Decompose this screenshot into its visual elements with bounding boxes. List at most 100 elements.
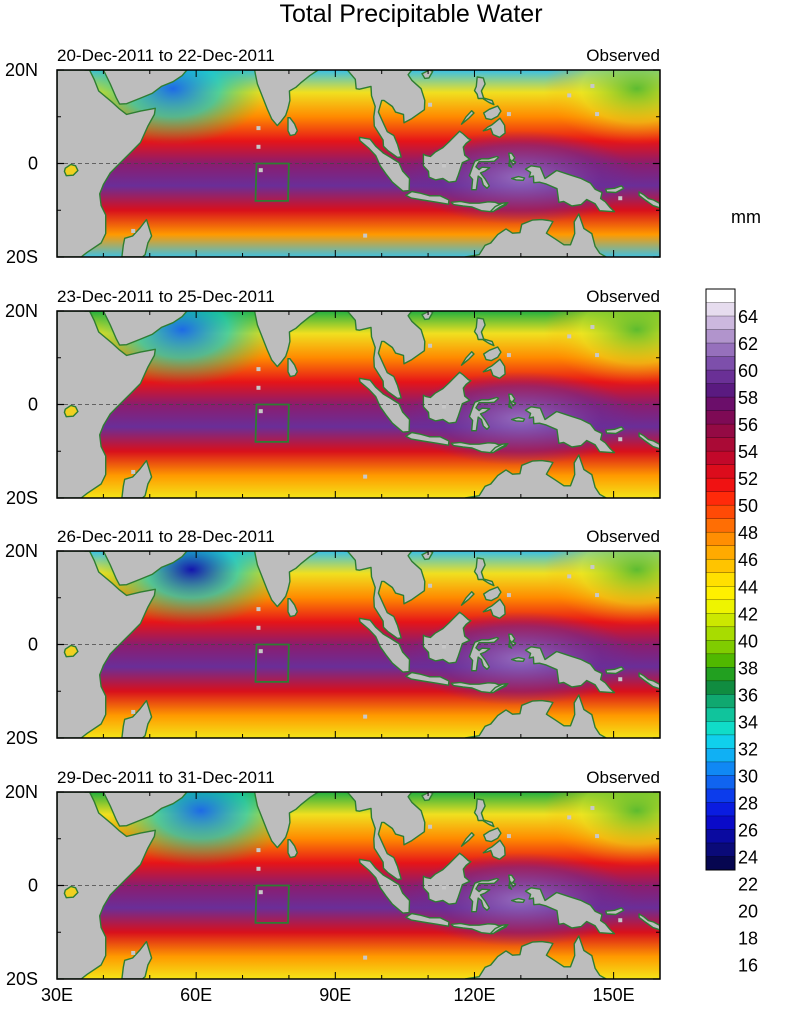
- colorbar-swatch: [706, 586, 735, 601]
- landmass-sumatra: [358, 377, 411, 433]
- missing-data-pixel: [256, 144, 261, 149]
- missing-data-pixel: [595, 112, 600, 117]
- missing-data-pixel: [441, 404, 446, 409]
- lat-label: 0: [28, 395, 38, 415]
- missing-data-pixel: [428, 343, 433, 348]
- colorbar-label: 46: [738, 550, 758, 570]
- study-region-box: [254, 884, 290, 924]
- landmass-sulawesi: [468, 396, 500, 432]
- missing-data-pixel: [256, 866, 261, 871]
- landmass-java: [405, 671, 450, 686]
- colorbar-swatch: [706, 815, 735, 830]
- study-region-box: [254, 643, 290, 683]
- colorbar-swatch: [706, 397, 735, 411]
- landmass-mindanao: [482, 117, 506, 139]
- landmass-borneo: [422, 130, 472, 183]
- colorbar-label: 56: [738, 415, 758, 435]
- landmass-arabia: [84, 551, 188, 586]
- missing-data-pixel: [618, 918, 623, 923]
- colorbar-swatch: [706, 518, 735, 533]
- landmass-visayas: [483, 346, 502, 362]
- landmass-india: [244, 311, 319, 368]
- missing-data-pixel: [441, 644, 446, 649]
- landmass-sumatra: [358, 136, 411, 192]
- missing-data-pixel: [506, 834, 511, 839]
- colorbar: 64 62 60 58 56 54 52 50 48 46 44 42 40 38 36 34 32 30 28 26…: [705, 288, 758, 976]
- colorbar-swatch: [706, 788, 735, 803]
- missing-data-pixel: [618, 437, 623, 442]
- colorbar-label: 36: [738, 685, 758, 705]
- missing-data-pixel: [256, 625, 261, 630]
- landmass-indochina: [343, 70, 426, 159]
- missing-data-pixel: [428, 583, 433, 588]
- panel-source-label: Observed: [586, 768, 660, 787]
- colorbar-swatch: [706, 451, 735, 466]
- lat-label: 0: [28, 154, 38, 174]
- lat-label: 20S: [6, 969, 38, 989]
- colorbar-label: 18: [738, 929, 758, 949]
- landmass-visayas: [483, 105, 502, 121]
- panel-date-range: 23-Dec-2011 to 25-Dec-2011: [57, 287, 275, 306]
- map-panel: 20-Dec-2011 to 22-Dec-2011 Observed 20N 0 20…: [5, 46, 661, 267]
- colorbar-swatch: [706, 680, 735, 695]
- landmass-visayas: [483, 827, 502, 843]
- colorbar-label: 40: [738, 631, 758, 651]
- landmass-java: [405, 190, 450, 205]
- lat-label: 20S: [6, 728, 38, 748]
- colorbar-label: 38: [738, 658, 758, 678]
- colorbar-swatch: [706, 545, 735, 560]
- colorbar-swatch: [706, 613, 735, 628]
- colorbar-swatch: [706, 356, 735, 371]
- lat-label: 20N: [5, 301, 38, 321]
- colorbar-swatch: [706, 599, 735, 614]
- missing-data-pixel: [618, 677, 623, 682]
- colorbar-label: 16: [738, 956, 758, 976]
- missing-data-pixel: [428, 824, 433, 829]
- landmass-luzon: [473, 557, 495, 587]
- landmass-luzon: [473, 798, 495, 828]
- study-region-box: [254, 162, 290, 202]
- colorbar-swatch: [706, 478, 735, 493]
- lat-label: 20N: [5, 541, 38, 561]
- panel-date-range: 29-Dec-2011 to 31-Dec-2011: [57, 768, 275, 787]
- landmass-madagascar: [121, 218, 153, 257]
- figure-title: Total Precipitable Water: [279, 0, 542, 28]
- colorbar-swatch: [706, 559, 735, 574]
- missing-data-pixel: [590, 84, 595, 89]
- panel-source-label: Observed: [586, 287, 660, 306]
- landmass-srilanka: [287, 839, 299, 859]
- colorbar-swatch: [706, 410, 735, 425]
- lat-label: 20N: [5, 60, 38, 80]
- missing-data-pixel: [131, 469, 136, 474]
- missing-data-pixel: [131, 709, 136, 714]
- map-panel: 23-Dec-2011 to 25-Dec-2011 Observed 20N 0 20…: [5, 287, 661, 508]
- colorbar-swatch: [706, 775, 735, 790]
- colorbar-label: 24: [738, 847, 758, 867]
- missing-data-pixel: [506, 593, 511, 598]
- landmass-newbritain: [605, 907, 625, 916]
- landmass-palawan: [460, 110, 475, 125]
- colorbar-label: 54: [738, 442, 758, 462]
- colorbar-label: 58: [738, 388, 758, 408]
- missing-data-pixel: [595, 593, 600, 598]
- landmass-sumatra: [358, 617, 411, 673]
- landmass-arabia: [84, 311, 188, 346]
- colorbar-swatch: [706, 626, 735, 641]
- missing-data-pixel: [618, 196, 623, 201]
- landmass-srilanka: [287, 358, 299, 378]
- colorbar-label: 30: [738, 766, 758, 786]
- lat-label: 20S: [6, 488, 38, 508]
- landmass-madagascar: [121, 699, 153, 738]
- dry-air-region: [544, 792, 660, 867]
- landmass-palawan: [460, 832, 475, 847]
- panel-source-label: Observed: [586, 46, 660, 65]
- landmass-newbritain: [605, 185, 625, 194]
- landmass-newbritain: [605, 666, 625, 675]
- landmass-seram: [510, 656, 526, 663]
- dry-air-region: [544, 311, 660, 386]
- landmass-java: [405, 912, 450, 927]
- landmass-seram: [510, 416, 526, 423]
- landmass-borneo: [422, 852, 472, 905]
- landmass-luzon: [473, 317, 495, 347]
